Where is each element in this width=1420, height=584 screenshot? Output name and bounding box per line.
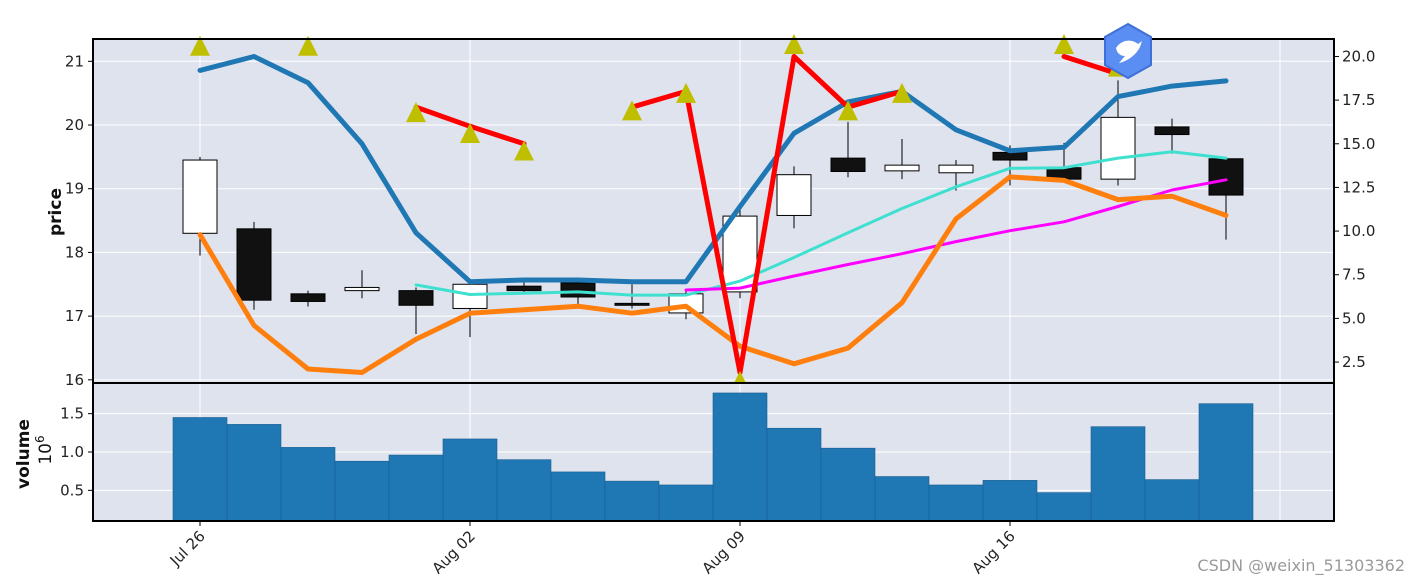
volume-bar (1036, 492, 1092, 522)
candle-body (722, 215, 758, 293)
volume-tick-label: 1.0 (60, 443, 84, 461)
volume-bar (1090, 426, 1146, 522)
volume-bar (442, 438, 498, 522)
date-tick-label: Jul 26 (166, 527, 209, 570)
volume-axis-label: volume (14, 419, 34, 489)
right-tick-label: 7.5 (1342, 266, 1366, 284)
candle-body (938, 164, 974, 174)
volume-bar (388, 454, 444, 522)
candle-body (452, 283, 488, 309)
watermark-text: CSDN @weixin_51303362 (1197, 556, 1405, 576)
triangle-marker (514, 140, 534, 161)
right-line-1 (197, 174, 1229, 375)
triangle-marker (622, 100, 642, 121)
price-tick-label: 16 (65, 371, 84, 389)
price-tick-label: 17 (65, 307, 84, 325)
price-tick-label: 19 (65, 180, 84, 198)
volume-tick-label: 1.5 (60, 405, 84, 423)
price-line-0 (414, 150, 1228, 297)
volume-bar (820, 447, 876, 522)
triangle-marker (406, 102, 426, 123)
triangle-marker (838, 100, 858, 121)
volume-bar (766, 427, 822, 522)
candle-body (290, 293, 326, 302)
volume-bar (1198, 403, 1254, 522)
price-tick-label: 18 (65, 243, 84, 261)
date-tick-label: Aug 02 (429, 527, 479, 577)
right-tick-label: 15.0 (1342, 135, 1375, 153)
volume-bar (280, 447, 336, 522)
triangle-marker (784, 33, 804, 54)
candle-body (1154, 126, 1190, 136)
triangle-marker (1054, 33, 1074, 54)
triangle-marker (892, 82, 912, 103)
candle-body (236, 228, 272, 301)
bird-hexagon-icon (1104, 22, 1152, 80)
candle-body (1100, 116, 1136, 180)
date-axis: Jul 26 Aug 02 Aug 09 Aug 16 (166, 521, 1019, 577)
volume-bar (982, 480, 1038, 522)
volume-bar (658, 484, 714, 522)
volume-bar (334, 460, 390, 522)
candle-body (776, 174, 812, 216)
candle-body (884, 164, 920, 172)
right-tick-label: 12.5 (1342, 178, 1375, 196)
right-tick-label: 5.0 (1342, 309, 1366, 327)
price-left-axis: 16 17 18 19 20 21 (65, 52, 93, 389)
volume-bar (712, 392, 768, 522)
volume-tick-label: 0.5 (60, 481, 84, 499)
candle-body (614, 302, 650, 306)
price-plot (182, 33, 1244, 391)
right-tick-label: 10.0 (1342, 222, 1375, 240)
date-tick-label: Aug 16 (969, 527, 1019, 577)
date-tick-label: Aug 09 (699, 527, 749, 577)
volume-bars (172, 392, 1254, 522)
triangle-marker (460, 123, 480, 144)
volume-exponent-label: 106 (33, 435, 56, 464)
triangle-marker (298, 35, 318, 56)
candle-body (398, 290, 434, 306)
right-tick-label: 2.5 (1342, 353, 1366, 371)
volume-bar (928, 484, 984, 522)
volume-bar (226, 424, 282, 522)
volume-left-axis: 0.5 1.0 1.5 (60, 405, 93, 499)
candle-body (506, 285, 542, 292)
volume-bar (496, 459, 552, 522)
candle-body (344, 286, 380, 292)
price-tick-label: 20 (65, 116, 84, 134)
volume-bar (604, 480, 660, 522)
candle-body (560, 282, 596, 298)
volume-bar (172, 417, 228, 522)
price-axis-label: price (46, 188, 66, 236)
candle-body (182, 159, 218, 234)
price-right-axis: 2.5 5.0 7.5 10.0 12.5 15.0 17.5 20.0 (1334, 47, 1375, 371)
price-line-1 (684, 178, 1228, 292)
candle-body (1208, 158, 1244, 196)
triangle-marker (676, 82, 696, 103)
candle-body (992, 151, 1028, 161)
volume-bar (874, 476, 930, 522)
right-tick-label: 20.0 (1342, 47, 1375, 65)
price-tick-label: 21 (65, 52, 84, 70)
candle-body (830, 157, 866, 173)
right-tick-label: 17.5 (1342, 91, 1375, 109)
volume-bar (550, 471, 606, 522)
volume-bar (1144, 479, 1200, 522)
triangle-marker (190, 35, 210, 56)
